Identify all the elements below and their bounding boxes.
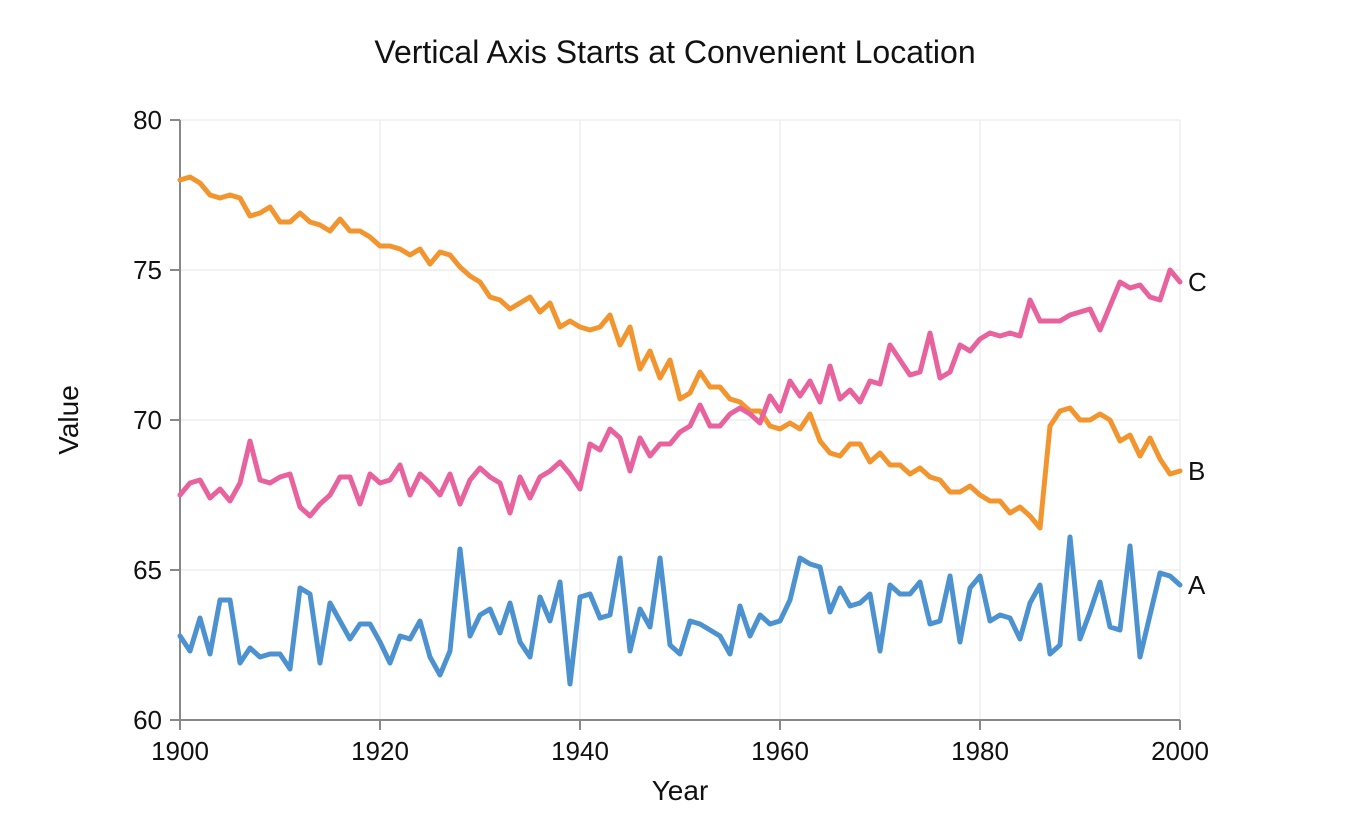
- y-tick-label-1: 65: [133, 555, 162, 585]
- series-label-A: A: [1188, 570, 1206, 600]
- x-tick-label-3: 1960: [751, 736, 809, 766]
- x-tick-label-5: 2000: [1151, 736, 1209, 766]
- x-tick-label-4: 1980: [951, 736, 1009, 766]
- y-tick-label-0: 60: [133, 705, 162, 735]
- series-labels: A B C: [1188, 267, 1207, 600]
- axes: 60 65 70 75 80 1900 1920 1940 1960 1980 2000: [133, 105, 1209, 766]
- y-tick-label-2: 70: [133, 405, 162, 435]
- x-tick-label-2: 1940: [551, 736, 609, 766]
- series-label-C: C: [1188, 267, 1207, 297]
- series-layer: [177, 174, 1183, 687]
- series-line-B: [177, 174, 1183, 531]
- x-tick-label-0: 1900: [151, 736, 209, 766]
- series-line-C: [177, 267, 1183, 519]
- chart-title: Vertical Axis Starts at Convenient Locat…: [374, 34, 975, 70]
- series-label-B: B: [1188, 456, 1205, 486]
- grid: [179, 119, 1181, 721]
- y-tick-label-4: 80: [133, 105, 162, 135]
- x-axis-label: Year: [652, 775, 709, 806]
- x-tick-label-1: 1920: [351, 736, 409, 766]
- y-tick-label-3: 75: [133, 255, 162, 285]
- y-axis-label: Value: [53, 385, 84, 455]
- series-line-A: [177, 534, 1183, 687]
